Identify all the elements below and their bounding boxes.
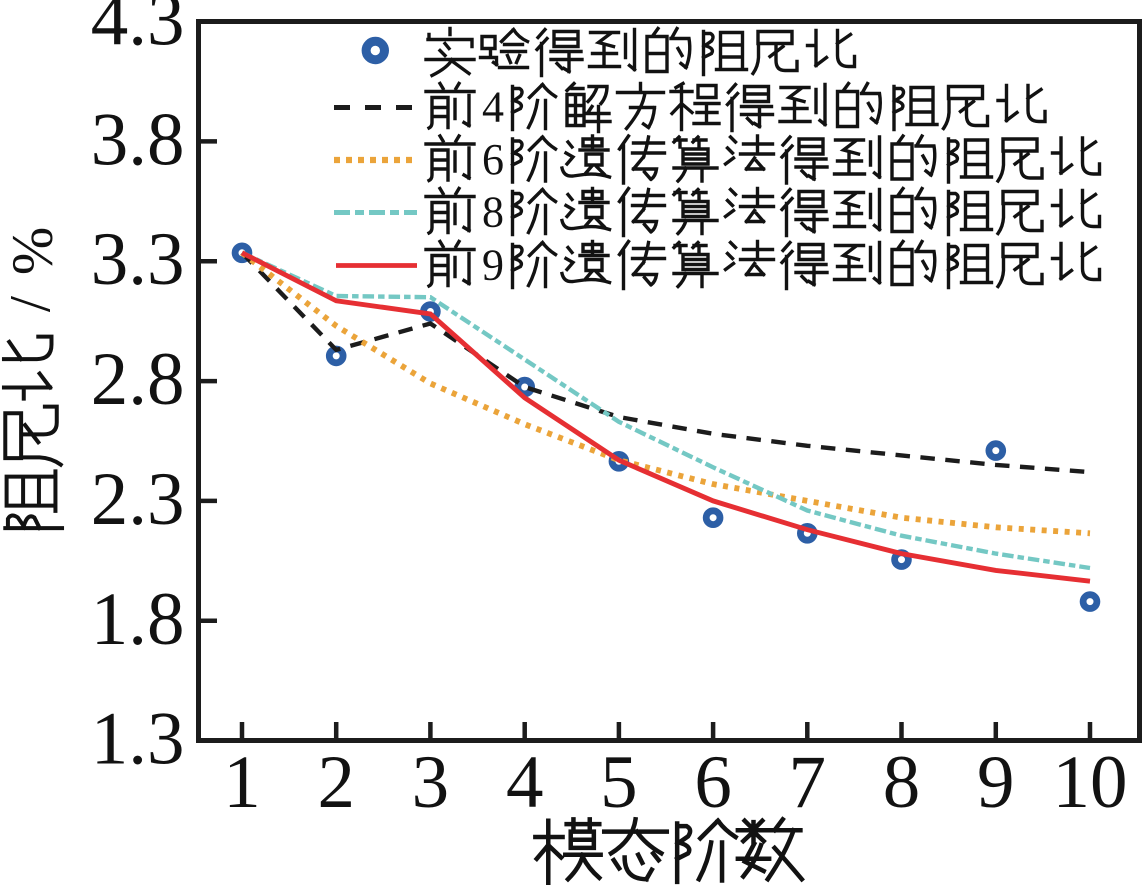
svg-text:9: 9 <box>482 241 504 290</box>
svg-text:2: 2 <box>317 741 355 824</box>
svg-text:/: / <box>0 295 63 312</box>
svg-text:3.3: 3.3 <box>91 218 185 301</box>
svg-text:1.8: 1.8 <box>91 578 185 661</box>
svg-text:%: % <box>0 227 65 275</box>
svg-text:4: 4 <box>482 83 504 132</box>
svg-text:3.8: 3.8 <box>91 98 185 181</box>
svg-text:1.3: 1.3 <box>91 698 185 781</box>
svg-text:3: 3 <box>412 741 450 824</box>
svg-text:9: 9 <box>977 741 1015 824</box>
svg-text:7: 7 <box>789 741 827 824</box>
svg-text:4.3: 4.3 <box>91 0 185 62</box>
svg-text:4: 4 <box>506 741 544 824</box>
svg-text:2.8: 2.8 <box>91 338 185 421</box>
svg-text:2.3: 2.3 <box>91 458 185 541</box>
svg-text:5: 5 <box>600 741 638 824</box>
svg-text:1: 1 <box>223 741 261 824</box>
svg-text:10: 10 <box>1053 741 1128 824</box>
svg-text:6: 6 <box>482 135 504 184</box>
svg-text:8: 8 <box>883 741 921 824</box>
svg-text:6: 6 <box>694 741 732 824</box>
svg-text:8: 8 <box>482 188 504 237</box>
